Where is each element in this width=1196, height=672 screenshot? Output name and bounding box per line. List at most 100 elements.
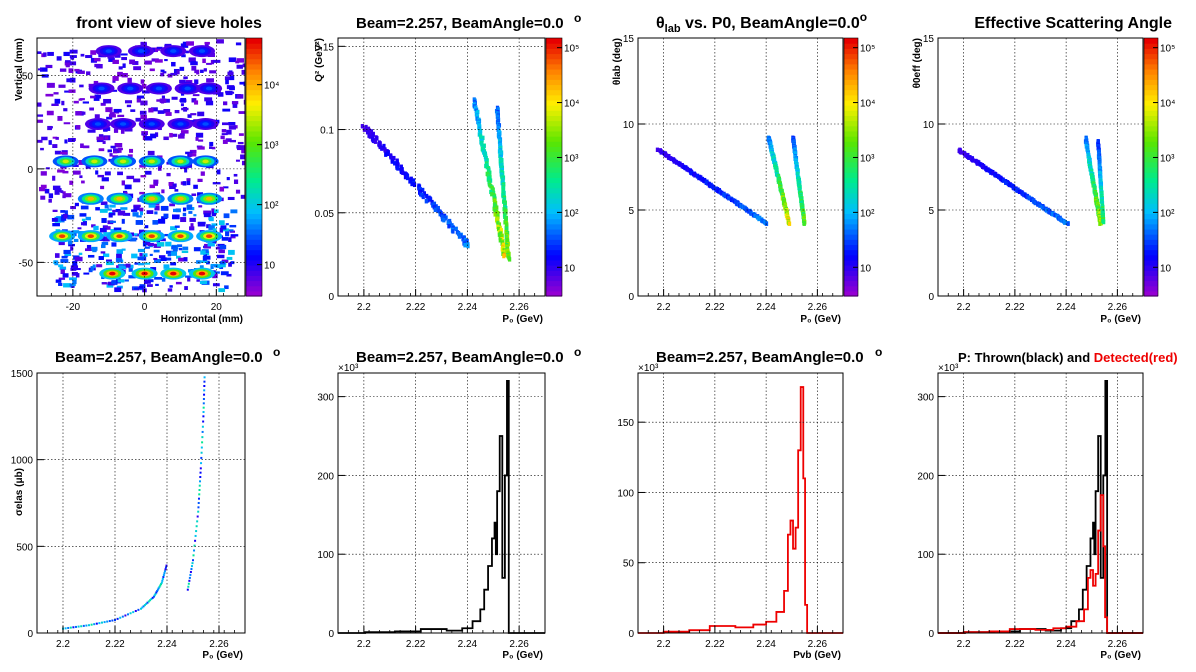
y-tick-label: 0 <box>928 292 934 303</box>
palette-swatch <box>844 172 858 178</box>
histogram-bin <box>1001 178 1006 183</box>
y-tick-label: 300 <box>917 393 934 404</box>
background-hit <box>144 136 153 141</box>
x-tick-label: 0 <box>142 302 148 313</box>
palette-frame <box>245 37 263 297</box>
background-hit <box>55 136 59 140</box>
background-hit <box>69 49 78 54</box>
background-hit <box>120 207 128 210</box>
background-hit <box>215 246 223 250</box>
palette-swatch <box>844 58 858 65</box>
background-hit <box>131 253 138 259</box>
palette-swatch <box>546 167 562 173</box>
background-hit <box>61 255 68 259</box>
x-tick-label: 2.2 <box>357 302 371 313</box>
background-hit <box>225 91 233 96</box>
sieve-hole-spot <box>109 271 116 276</box>
background-hit <box>228 125 236 130</box>
data-point <box>162 574 165 577</box>
background-hit <box>165 241 172 247</box>
x-tick-label: 2.2 <box>657 639 671 650</box>
palette-swatch <box>546 99 562 106</box>
background-hit <box>211 146 216 150</box>
palette-swatch <box>1144 275 1158 282</box>
palette-swatch <box>246 208 262 215</box>
sieve-hole-spot <box>184 86 191 91</box>
palette-tick-label: 10⁴ <box>564 99 579 110</box>
palette-swatch <box>246 249 262 256</box>
y-tick-label: 0.1 <box>320 126 334 137</box>
palette-swatch <box>1144 38 1158 44</box>
histogram-bin <box>466 243 470 249</box>
palette-swatch <box>1144 187 1158 194</box>
background-hit <box>75 125 81 130</box>
histogram-bin <box>378 144 382 150</box>
data-point <box>145 602 148 605</box>
panel-theta-lab-vs-p0: 2.2 2.22 2.24 2.26 0 5 10 15 θlab vs. P0, BeamA… <box>612 10 875 325</box>
histogram-bin <box>991 171 995 176</box>
background-hit <box>180 130 189 134</box>
background-hit <box>209 141 214 147</box>
histogram-bin <box>365 130 370 135</box>
data-point <box>186 588 189 591</box>
background-hit <box>63 122 71 125</box>
palette-swatch <box>1144 192 1158 199</box>
data-point <box>165 564 168 567</box>
palette-swatch <box>1144 130 1158 137</box>
histogram-bin <box>477 118 482 124</box>
background-hit <box>70 56 75 60</box>
background-hit <box>228 57 237 63</box>
histogram-bin <box>708 183 713 189</box>
data-point <box>106 620 109 623</box>
histogram-bin <box>401 170 405 175</box>
palette-swatch <box>1144 120 1158 127</box>
background-hit <box>116 253 122 259</box>
palette-swatch <box>844 192 858 199</box>
background-hit <box>221 259 229 263</box>
palette-swatch <box>546 249 562 256</box>
data-point <box>194 534 197 537</box>
histogram-bin <box>1063 220 1067 225</box>
background-hit <box>171 133 178 137</box>
panel-sieve-front-view: -20 0 20 -50 0 50 front view of sieve holes H… <box>14 15 279 325</box>
palette-swatch <box>546 208 562 215</box>
background-hit <box>47 125 52 131</box>
background-hit <box>206 260 210 265</box>
background-hit <box>98 256 104 260</box>
data-point <box>188 579 191 582</box>
background-hit <box>199 265 204 270</box>
background-hit <box>219 227 223 233</box>
background-hit <box>227 71 234 76</box>
palette-swatch <box>1144 146 1158 153</box>
sieve-hole-spot <box>170 271 177 276</box>
background-hit <box>189 226 195 231</box>
background-hit <box>85 55 93 59</box>
palette-swatch <box>246 89 262 96</box>
background-hit <box>187 114 192 118</box>
y-tick-label: 50 <box>623 559 635 570</box>
data-point <box>198 489 201 491</box>
palette-swatch <box>844 223 858 230</box>
sieve-hole-spot <box>87 196 94 201</box>
palette-swatch <box>1144 197 1158 204</box>
palette-swatch <box>246 177 262 184</box>
background-hit <box>193 247 201 252</box>
histogram-bin <box>492 190 496 196</box>
sieve-hole-spot <box>116 196 123 201</box>
x-tick-label: 2.24 <box>458 639 478 650</box>
background-hit <box>223 101 228 106</box>
background-hit <box>105 259 112 262</box>
palette-swatch <box>844 146 858 153</box>
data-point <box>200 446 203 449</box>
histogram-bin <box>672 159 676 164</box>
background-hit <box>80 53 85 57</box>
histogram-bin <box>495 205 499 210</box>
background-hit <box>195 132 204 138</box>
palette-swatch <box>546 259 562 266</box>
histogram-bin <box>1051 211 1055 217</box>
palette-swatch <box>546 38 562 44</box>
background-hit <box>68 68 74 73</box>
title-thrown-part: P: Thrown(black) and <box>958 350 1094 365</box>
palette-swatch <box>546 203 562 209</box>
background-hit <box>37 114 44 117</box>
